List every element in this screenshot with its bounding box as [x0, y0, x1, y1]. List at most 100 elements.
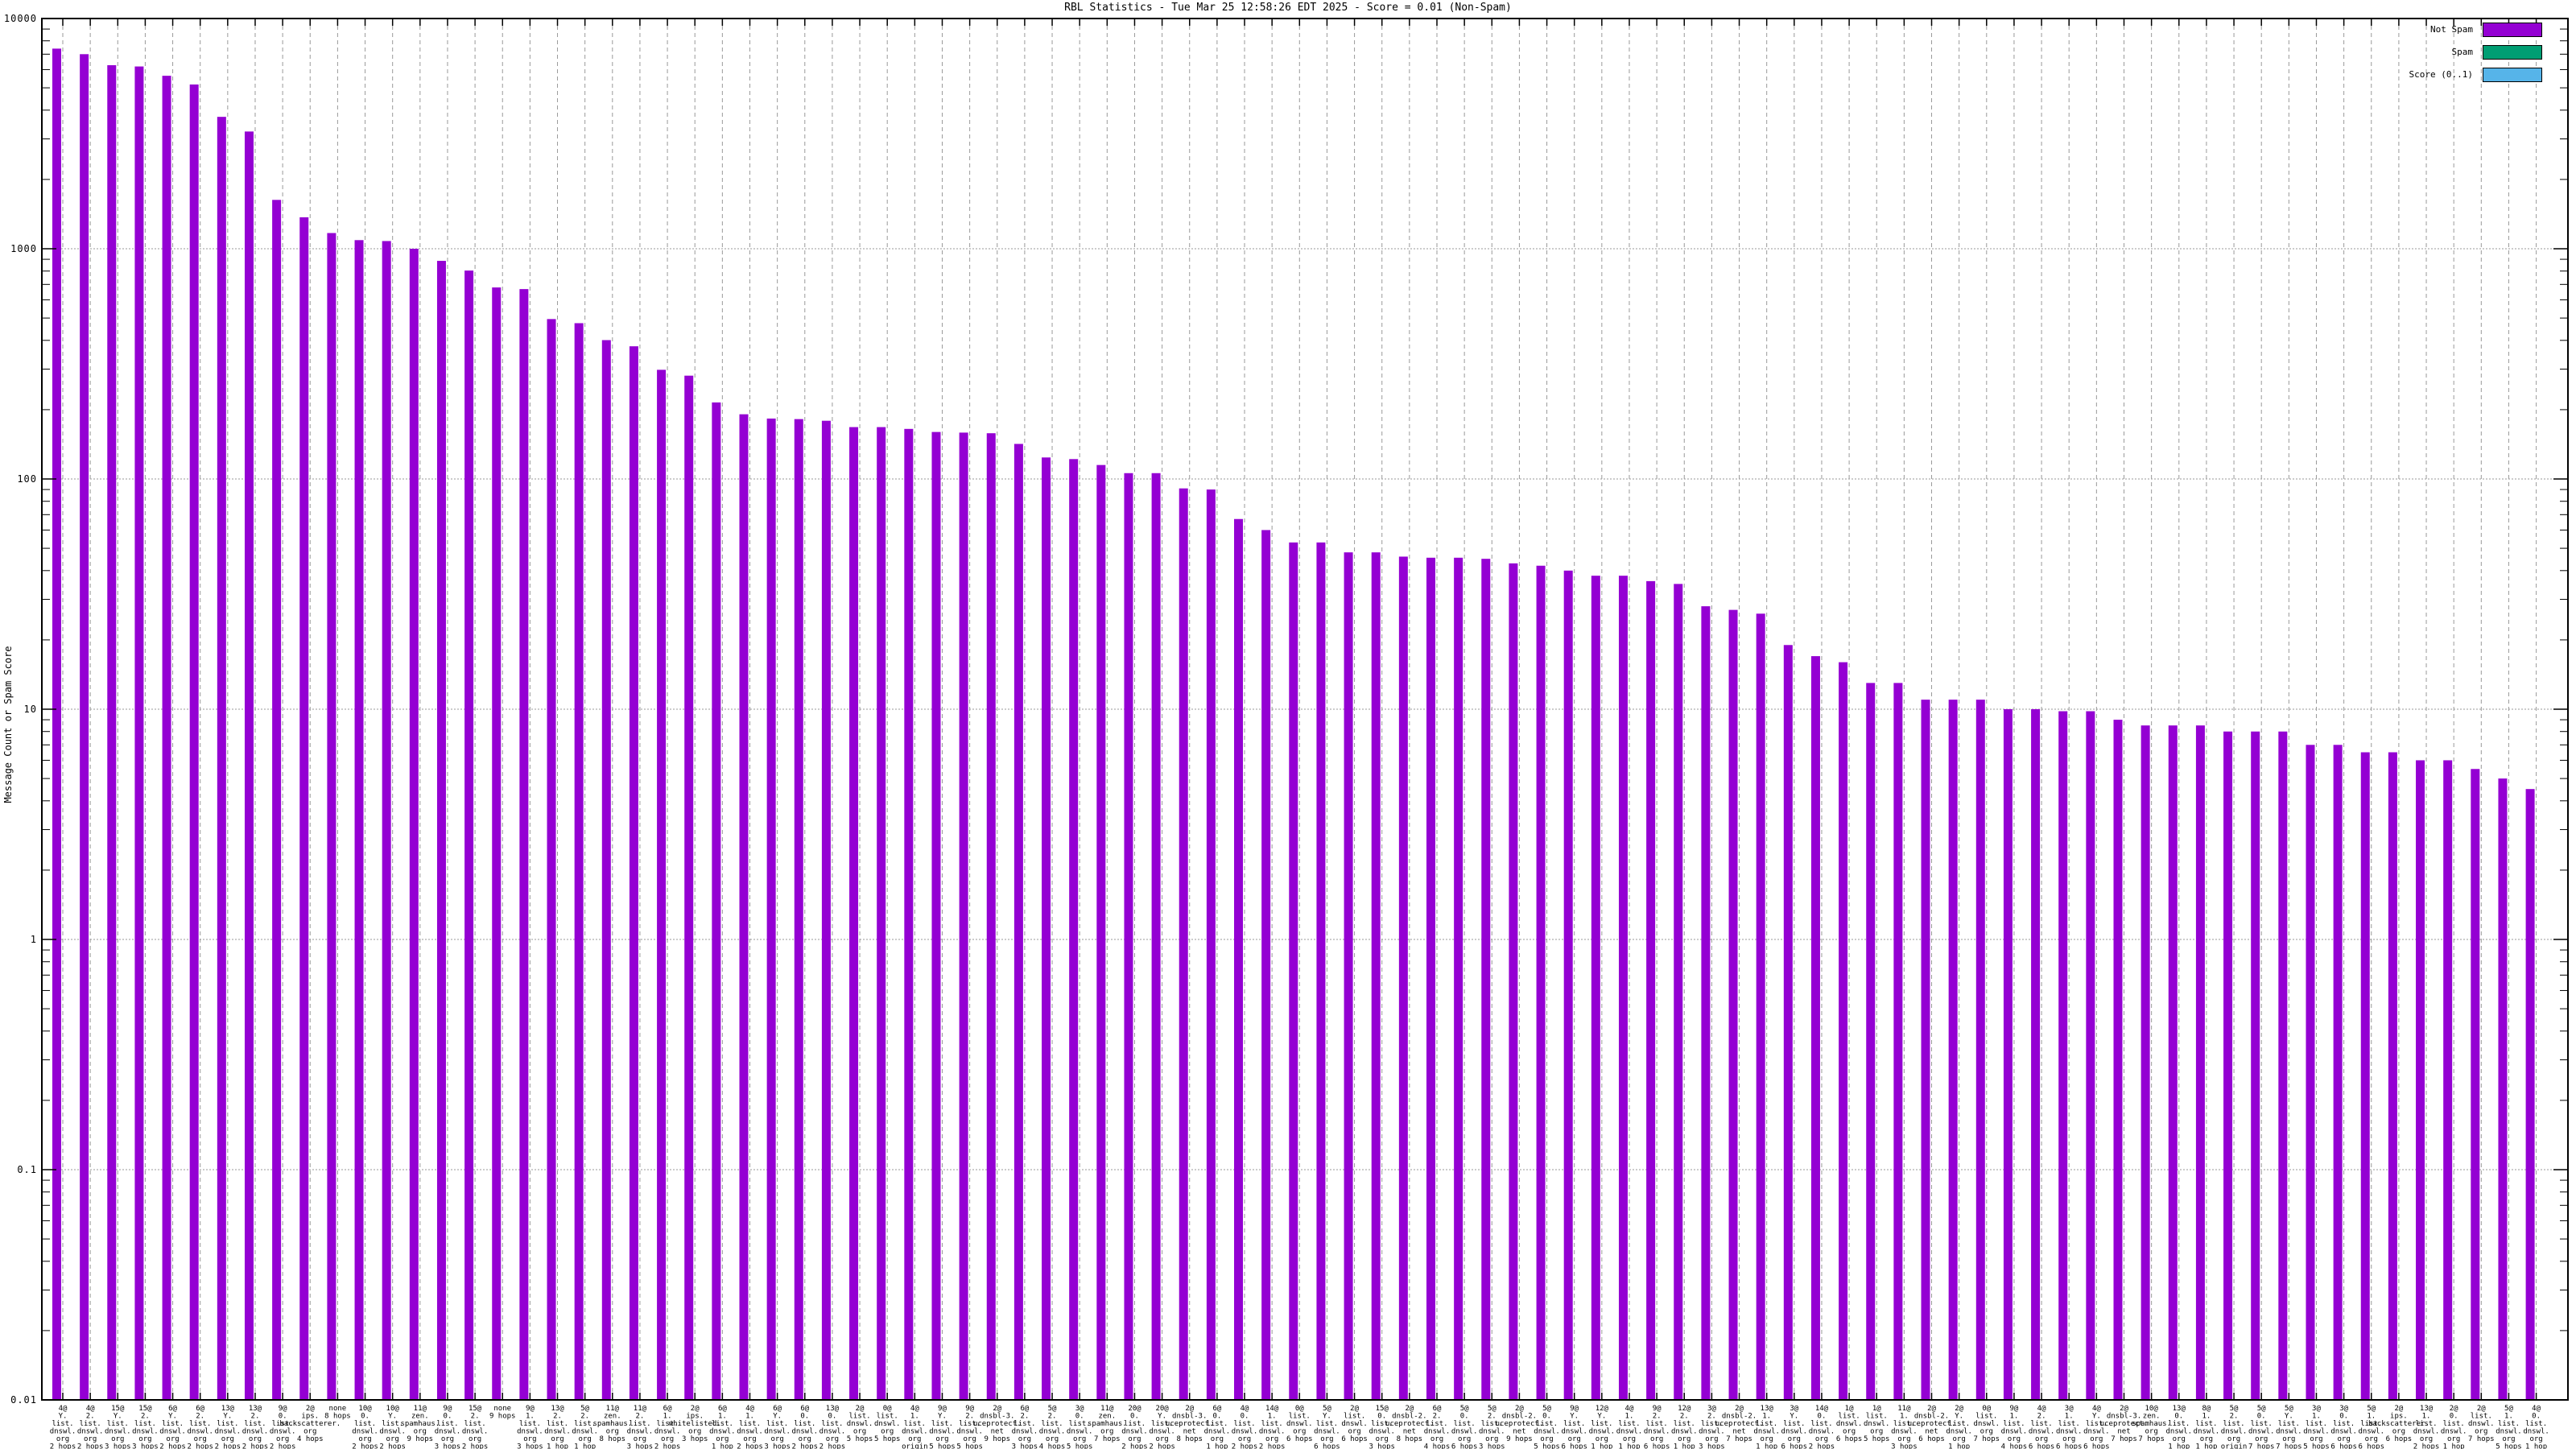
svg-text:0.01: 0.01 [10, 1394, 37, 1406]
svg-text:10000: 10000 [4, 13, 37, 24]
chart-title: RBL Statistics - Tue Mar 25 12:58:26 EDT… [1064, 2, 1512, 14]
legend-label-not-spam: Not Spam [2430, 24, 2473, 35]
svg-text:1: 1 [31, 934, 37, 945]
legend: Not Spam Spam Score (0..1) [2409, 22, 2542, 90]
legend-swatch-not-spam [2483, 22, 2542, 37]
svg-text:10: 10 [24, 704, 37, 715]
svg-text:0.1: 0.1 [17, 1164, 37, 1175]
legend-label-spam: Spam [2451, 47, 2474, 57]
svg-text:1000: 1000 [10, 243, 37, 254]
legend-swatch-score [2483, 67, 2542, 82]
legend-row-spam: Spam [2409, 44, 2542, 60]
legend-label-score: Score (0..1) [2409, 69, 2473, 80]
svg-text:100: 100 [17, 473, 37, 485]
